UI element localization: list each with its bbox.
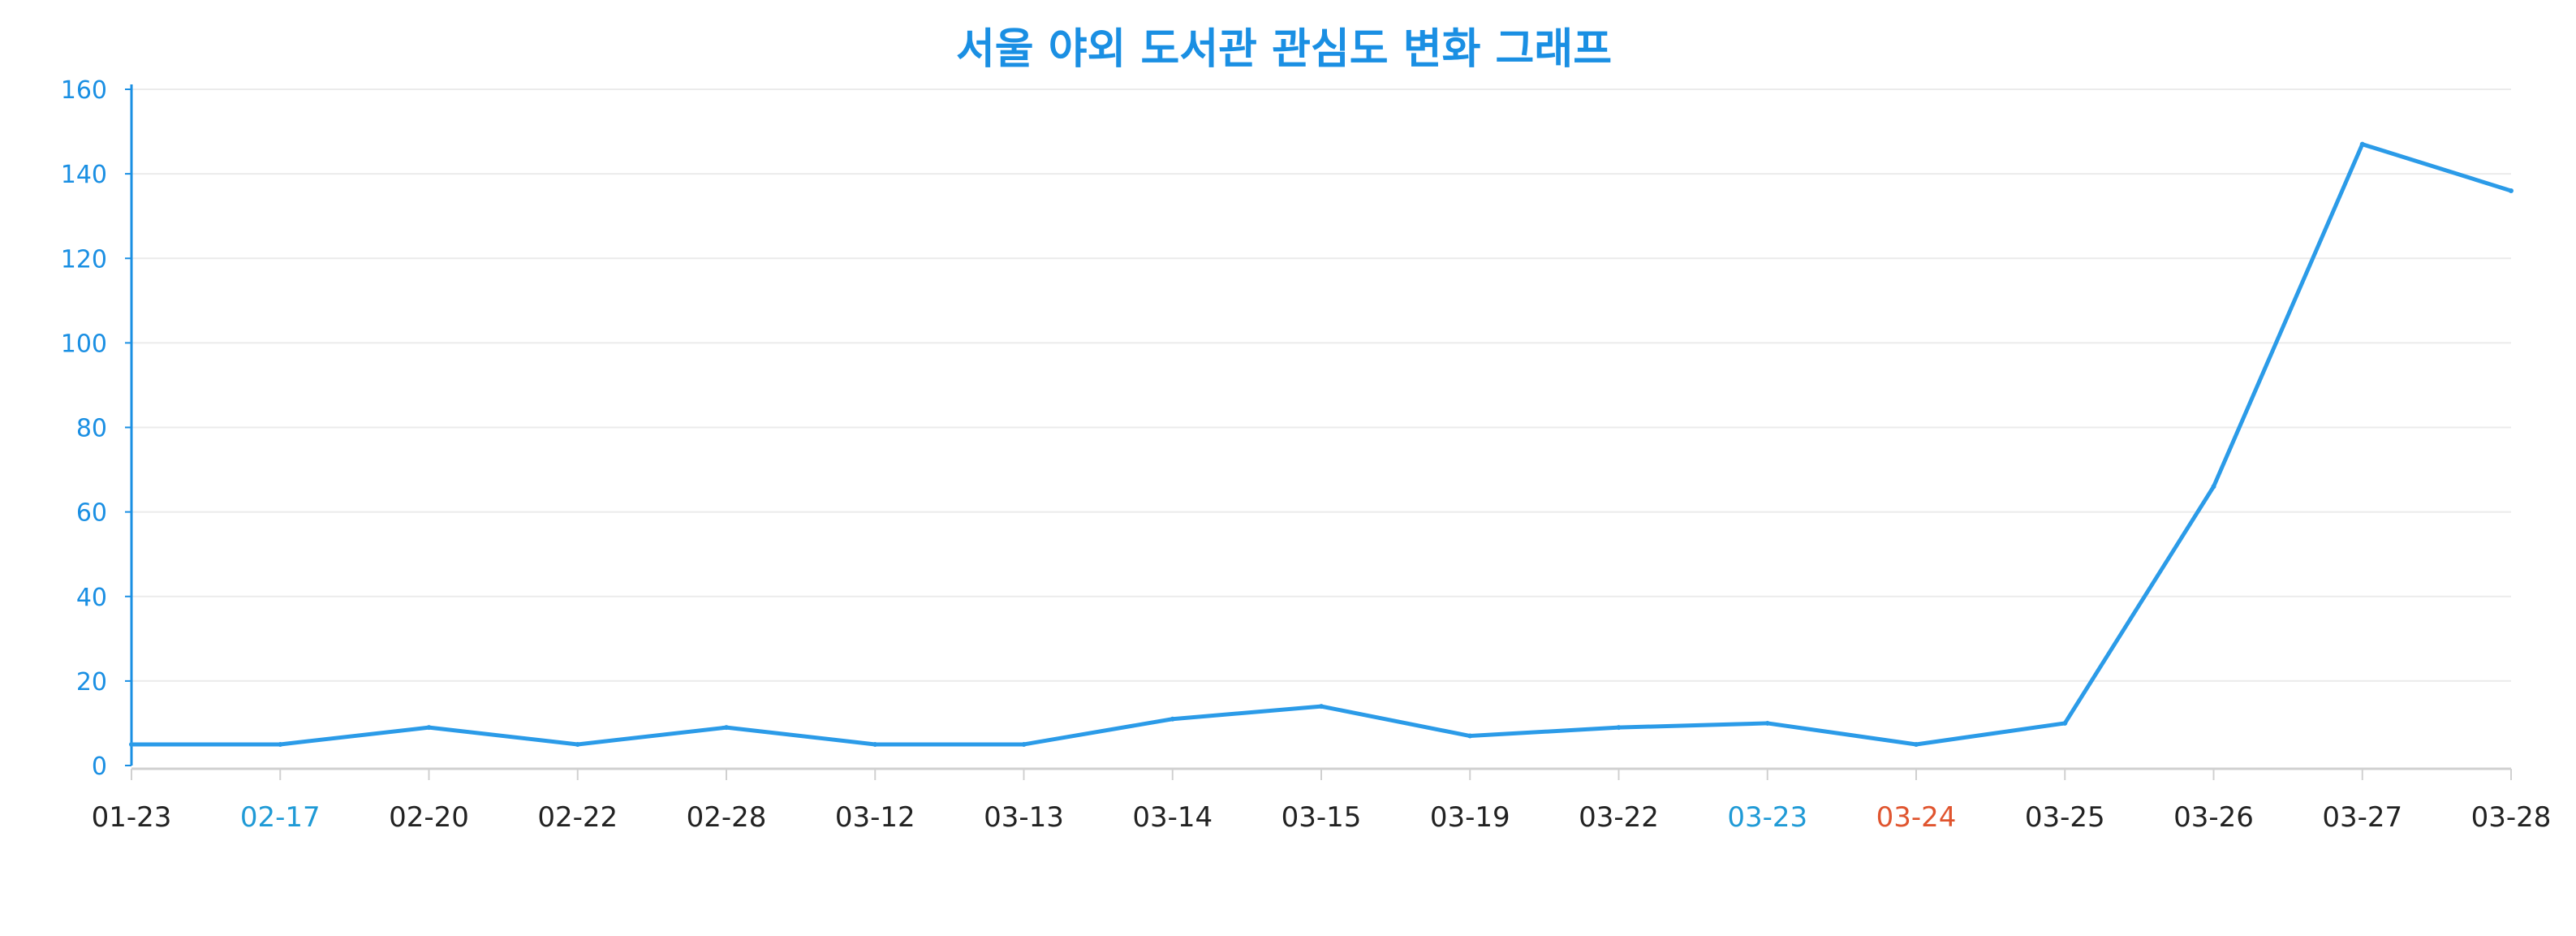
- x-tick-label: 03-25: [2025, 801, 2105, 834]
- y-tick-label: 100: [61, 330, 107, 358]
- data-point: [426, 725, 432, 731]
- data-point: [1467, 733, 1473, 739]
- data-point: [1616, 725, 1622, 731]
- x-tick-label: 03-14: [1132, 801, 1213, 834]
- y-tick-label: 20: [76, 668, 107, 697]
- x-tick-label: 03-24: [1876, 801, 1957, 834]
- grid-layer: [131, 88, 2511, 682]
- data-point: [2211, 484, 2216, 490]
- y-tick-label: 160: [61, 76, 107, 105]
- x-tick-label: 03-13: [984, 801, 1064, 834]
- y-tick-labels: 0 20 40 60 80 100 120 140 160: [61, 76, 107, 781]
- series-layer: [129, 141, 2514, 747]
- x-tick-label: 03-12: [835, 801, 915, 834]
- x-tick-label: 02-17: [240, 801, 321, 834]
- data-point: [872, 741, 878, 747]
- x-tick-label: 03-15: [1282, 801, 1362, 834]
- x-tick-label: 03-27: [2322, 801, 2402, 834]
- data-point: [278, 741, 283, 747]
- x-tick-label: 03-23: [1727, 801, 1807, 834]
- data-point: [1914, 741, 1919, 747]
- x-tick-label: 03-28: [2471, 801, 2552, 834]
- x-tick-label: 02-28: [687, 801, 767, 834]
- data-point: [1170, 716, 1175, 722]
- y-tick-label: 120: [61, 245, 107, 274]
- data-point: [575, 741, 580, 747]
- x-tick-label: 02-20: [389, 801, 469, 834]
- x-tick-label: 03-19: [1430, 801, 1510, 834]
- series-line: [129, 142, 2514, 747]
- y-tick-label: 80: [76, 415, 107, 443]
- data-point: [1319, 704, 1324, 710]
- axes-layer: [125, 84, 2512, 780]
- x-tick-labels: 01-23 02-17 02-20 02-22 02-28 03-12 03-13 03-14…: [92, 801, 2552, 834]
- y-tick-label: 40: [76, 584, 107, 612]
- data-point: [129, 741, 134, 747]
- data-point: [724, 725, 729, 731]
- chart-title: 서울 야외 도서관 관심도 변화 그래프: [956, 25, 1612, 74]
- y-tick-label: 0: [92, 753, 107, 781]
- x-tick-label: 02-22: [537, 801, 618, 834]
- data-point: [2509, 188, 2514, 193]
- data-point: [1764, 720, 1770, 726]
- data-point: [1021, 741, 1027, 747]
- x-tick-label: 01-23: [92, 801, 172, 834]
- x-tick-label: 03-26: [2173, 801, 2254, 834]
- y-tick-label: 140: [61, 161, 107, 189]
- data-point: [2359, 141, 2365, 147]
- data-point: [2062, 720, 2068, 726]
- x-tick-label: 03-22: [1579, 801, 1659, 834]
- y-tick-label: 60: [76, 499, 107, 528]
